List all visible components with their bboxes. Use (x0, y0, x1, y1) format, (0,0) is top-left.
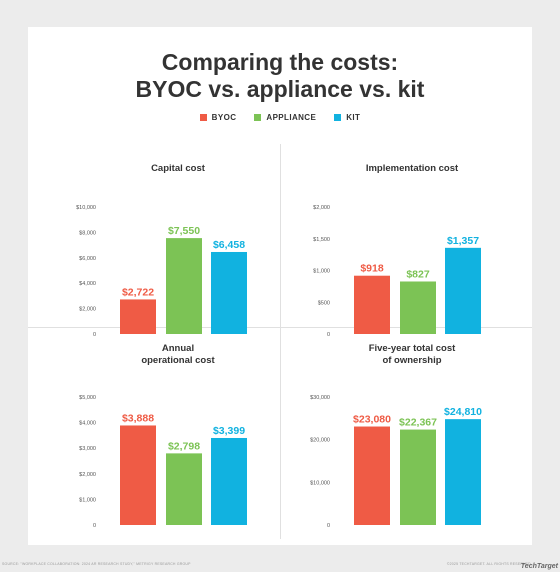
implementation-cost-ytick-label: $1,000 (313, 269, 330, 275)
five-year-tco-ytick-label: 0 (327, 523, 330, 529)
implementation-cost-chart: Implementation cost 0 $500 $1,000 $1,500 $2,0… (313, 163, 481, 338)
implementation-cost-value-label-kit: $1,357 (447, 235, 479, 247)
five-year-tco-value-label-appliance: $22,367 (399, 417, 437, 429)
five-year-tco-bar-appliance (400, 429, 436, 525)
capital-cost-value-label-byoc: $2,722 (122, 286, 154, 298)
capital-cost-bar-appliance (166, 238, 202, 334)
title-line-1: Comparing the costs: (161, 49, 399, 75)
infographic-card: Comparing the costs: BYOC vs. appliance … (28, 27, 532, 545)
panel-divider-vertical (280, 144, 281, 539)
implementation-cost-ytick-label: $1,500 (313, 237, 330, 243)
infographic-title: Comparing the costs: BYOC vs. appliance … (28, 49, 532, 103)
techtarget-logo: TechTarget (520, 563, 558, 570)
copyright-note: ©2025 TECHTARGET. ALL RIGHTS RESERVED. (446, 562, 532, 566)
legend-item-kit: KIT (334, 113, 360, 122)
capital-cost-ytick-label: $6,000 (79, 256, 96, 262)
annual-operational-cost-bar-byoc (120, 425, 156, 525)
legend-swatch-kit (334, 114, 342, 121)
annual-operational-cost-ytick-label: $1,000 (79, 497, 96, 503)
annual-operational-cost-ytick-label: $3,000 (79, 446, 96, 452)
five-year-tco-ytick-label: $30,000 (310, 395, 330, 401)
capital-cost-ytick-label: $2,000 (79, 307, 96, 313)
capital-cost-ytick-label: $8,000 (79, 230, 96, 236)
implementation-cost-bar-kit (445, 247, 481, 334)
five-year-tco-title-line-1: Five-year total cost (369, 343, 456, 354)
legend-swatch-appliance (254, 114, 262, 121)
five-year-tco-bar-kit (445, 419, 481, 525)
five-year-tco-title-line-2: of ownership (382, 355, 441, 366)
capital-cost-bar-kit (211, 251, 247, 334)
annual-operational-cost-ytick-label: $2,000 (79, 472, 96, 478)
capital-cost-bar-byoc (120, 299, 156, 334)
legend-label-appliance: APPLIANCE (266, 113, 317, 122)
implementation-cost-ytick-label: 0 (327, 332, 330, 338)
annual-operational-cost-value-label-appliance: $2,798 (168, 440, 200, 452)
capital-cost-title-line-1: Capital cost (151, 163, 206, 174)
legend-item-appliance: APPLIANCE (254, 113, 316, 122)
implementation-cost-ytick-label: $500 (318, 300, 330, 306)
annual-operational-cost-value-label-byoc: $3,888 (122, 412, 154, 424)
capital-cost-ytick-label: $4,000 (79, 281, 96, 287)
annual-operational-cost-value-label-kit: $3,399 (213, 425, 245, 437)
legend-item-byoc: BYOC (199, 113, 237, 122)
five-year-tco-ytick-label: $20,000 (310, 438, 330, 444)
annual-operational-cost-bar-appliance (166, 453, 202, 525)
source-note: SOURCE: "WORKPLACE COLLABORATION: 2024 A… (2, 562, 191, 566)
implementation-cost-value-label-byoc: $918 (360, 263, 384, 275)
legend-label-kit: KIT (346, 113, 361, 122)
annual-operational-cost-ytick-label: $5,000 (79, 395, 96, 401)
implementation-cost-bar-byoc (354, 275, 390, 334)
capital-cost-value-label-appliance: $7,550 (168, 225, 200, 237)
capital-cost-value-label-kit: $6,458 (213, 239, 245, 251)
panel-divider-horizontal (28, 327, 532, 328)
capital-cost-ytick-label: 0 (93, 332, 96, 338)
capital-cost-chart: Capital cost 0 $2,000 $4,000 $6,000 $8,000 $10… (76, 163, 247, 338)
annual-operational-cost-bar-kit (211, 437, 247, 525)
annual-operational-cost-title-line-1: Annual (162, 343, 194, 354)
five-year-tco-value-label-kit: $24,810 (444, 406, 482, 418)
five-year-tco-value-label-byoc: $23,080 (353, 414, 391, 426)
capital-cost-ytick-label: $10,000 (76, 205, 96, 211)
title-line-2: BYOC vs. appliance vs. kit (135, 76, 425, 102)
legend-label-byoc: BYOC (211, 113, 237, 122)
legend: BYOC APPLIANCE KIT (28, 113, 532, 122)
implementation-cost-bar-appliance (400, 281, 436, 334)
implementation-cost-ytick-label: $2,000 (313, 205, 330, 211)
five-year-tco-ytick-label: $10,000 (310, 480, 330, 486)
five-year-tco-bar-byoc (354, 426, 390, 525)
implementation-cost-title-line-1: Implementation cost (366, 163, 459, 174)
legend-swatch-byoc (199, 114, 207, 121)
implementation-cost-value-label-appliance: $827 (406, 268, 430, 280)
annual-operational-cost-ytick-label: 0 (93, 523, 96, 529)
annual-operational-cost-ytick-label: $4,000 (79, 421, 96, 427)
annual-operational-cost-title-line-2: operational cost (141, 355, 215, 366)
